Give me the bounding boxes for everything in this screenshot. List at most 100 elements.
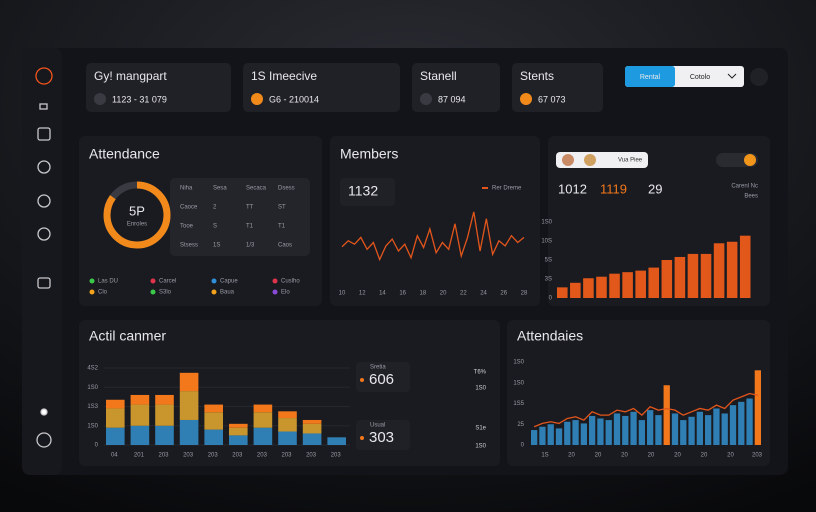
stat-card bbox=[412, 63, 500, 112]
bar bbox=[622, 272, 633, 298]
stat-card bbox=[86, 63, 231, 112]
icon[interactable] bbox=[37, 227, 51, 241]
kpi-caption: Usual bbox=[370, 423, 385, 429]
legend-dot bbox=[150, 278, 156, 284]
icon[interactable] bbox=[37, 194, 51, 208]
kpi-value: 606 bbox=[369, 371, 394, 388]
icon[interactable] bbox=[37, 277, 51, 289]
icon[interactable] bbox=[37, 160, 51, 174]
x-tick-label: 20 bbox=[701, 453, 708, 459]
bar bbox=[754, 370, 761, 445]
bar bbox=[596, 276, 607, 298]
panel-title: Attendance bbox=[89, 146, 160, 162]
table-cell: T1 bbox=[278, 224, 286, 230]
icon[interactable] bbox=[37, 127, 51, 141]
dropdown-icon[interactable] bbox=[727, 73, 737, 79]
tab-active[interactable] bbox=[625, 66, 675, 87]
x-tick-label: 203 bbox=[208, 453, 219, 459]
card-title: Stents bbox=[520, 69, 554, 83]
table-cell: Tooe bbox=[180, 224, 194, 230]
bar bbox=[700, 253, 712, 298]
bar bbox=[655, 415, 662, 445]
sidebar-icons[interactable] bbox=[35, 67, 53, 448]
bar bbox=[726, 241, 738, 298]
table-cell: Stsess bbox=[180, 243, 198, 249]
y-tick-label: 25 bbox=[517, 422, 524, 428]
y-tick-label: 4S2 bbox=[87, 366, 98, 372]
kpi-value: 303 bbox=[369, 429, 394, 446]
x-tick-label: 203 bbox=[257, 453, 268, 459]
y-tick-label: 3S bbox=[545, 277, 552, 283]
bar-segment bbox=[278, 431, 297, 445]
bar bbox=[583, 278, 594, 298]
bar-segment bbox=[204, 404, 223, 413]
bar bbox=[746, 398, 753, 445]
bar bbox=[572, 420, 579, 445]
icon[interactable] bbox=[40, 408, 48, 416]
bar-segment bbox=[130, 404, 150, 426]
y-tick-label: 10S bbox=[541, 239, 552, 245]
caption: Carenl Nc bbox=[731, 184, 758, 190]
x-tick-label: 04 bbox=[111, 453, 118, 459]
table-header: Sesa bbox=[213, 186, 227, 192]
bar-segment bbox=[106, 408, 125, 428]
bar bbox=[564, 421, 571, 445]
stat: 1119 bbox=[600, 181, 627, 196]
bar bbox=[739, 235, 751, 298]
bar-segment bbox=[204, 412, 223, 430]
bar-segment bbox=[106, 427, 125, 445]
bar bbox=[597, 418, 604, 445]
side-label: T6% bbox=[474, 370, 487, 376]
table-cell: ST bbox=[278, 205, 286, 211]
legend-dot bbox=[211, 289, 217, 295]
members-total: 1132 bbox=[348, 183, 378, 199]
refresh-button[interactable] bbox=[750, 68, 768, 86]
bar-segment bbox=[302, 433, 322, 445]
y-tick-label: 0 bbox=[549, 296, 553, 302]
bar bbox=[713, 408, 720, 445]
card-value: 67 073 bbox=[538, 94, 566, 104]
side-label: S1e bbox=[475, 426, 486, 432]
stat-card bbox=[243, 63, 400, 112]
bar bbox=[674, 256, 686, 298]
sidebar bbox=[22, 48, 62, 475]
x-tick-label: 20 bbox=[440, 291, 447, 297]
y-tick-label: 1S3 bbox=[87, 404, 98, 410]
table-cell: 1S bbox=[213, 243, 220, 249]
bar bbox=[729, 405, 737, 445]
x-tick-label: 10 bbox=[339, 291, 346, 297]
legend-label: Cuslho bbox=[281, 279, 300, 285]
donut-label: 5P bbox=[129, 203, 145, 218]
icon[interactable] bbox=[36, 432, 52, 448]
panel-title: Members bbox=[340, 146, 398, 162]
bar bbox=[630, 411, 637, 445]
bar bbox=[713, 243, 725, 298]
bar bbox=[557, 287, 568, 298]
x-tick-label: 203 bbox=[232, 453, 243, 459]
bar-segment bbox=[130, 394, 150, 405]
bar-segment bbox=[179, 419, 199, 445]
bar bbox=[663, 385, 670, 445]
y-tick-label: 0 bbox=[95, 443, 99, 449]
tab[interactable]: Rental bbox=[640, 74, 661, 81]
bar bbox=[589, 415, 596, 445]
bar bbox=[648, 267, 660, 298]
x-tick-label: 203 bbox=[281, 453, 292, 459]
side-label: 1S0 bbox=[475, 386, 486, 392]
legend-label: Clo bbox=[98, 290, 108, 296]
caption: Bees bbox=[744, 194, 758, 200]
table-cell: S bbox=[213, 224, 217, 230]
bar bbox=[531, 430, 538, 445]
icon[interactable] bbox=[39, 103, 48, 110]
bar-segment bbox=[130, 425, 150, 445]
kpi-box bbox=[356, 362, 410, 392]
bar-segment bbox=[155, 425, 174, 445]
x-tick-label: 28 bbox=[521, 291, 528, 297]
tab[interactable]: Cotolo bbox=[690, 74, 710, 81]
card-icon bbox=[420, 93, 432, 105]
toggle-knob[interactable] bbox=[744, 154, 756, 166]
kpi-box bbox=[356, 420, 410, 450]
bar bbox=[705, 415, 712, 445]
bar bbox=[570, 282, 581, 298]
